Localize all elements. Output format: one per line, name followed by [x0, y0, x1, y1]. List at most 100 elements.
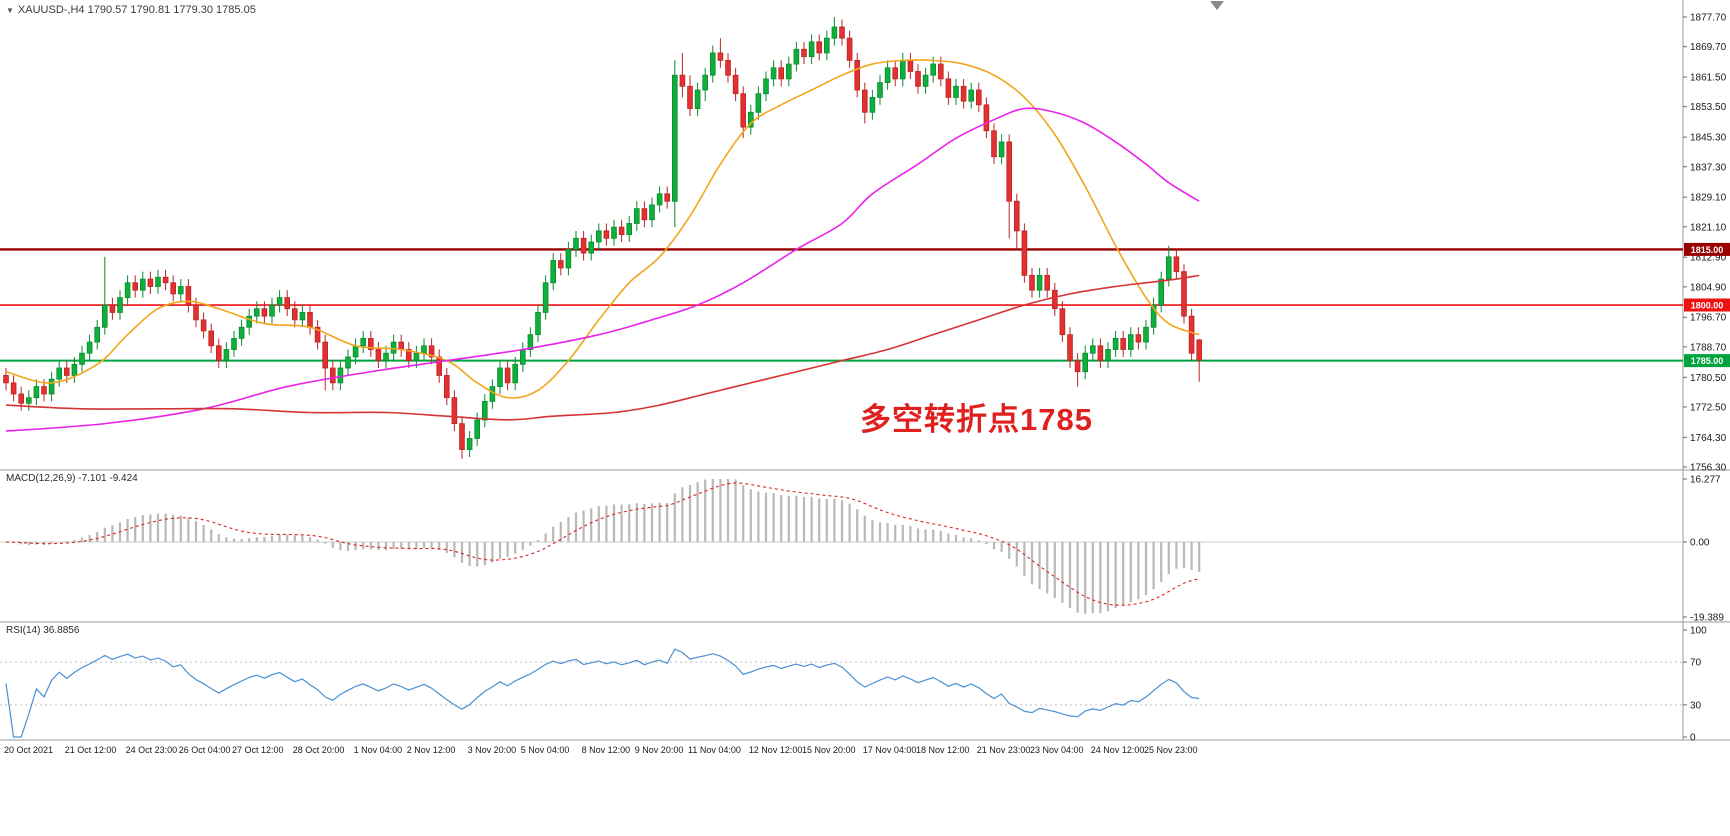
- candle-body: [1090, 345, 1096, 354]
- candle-body: [968, 89, 974, 102]
- time-axis-label: 20 Oct 2021: [4, 745, 53, 755]
- candle-body: [64, 367, 70, 376]
- candle-body: [497, 367, 503, 387]
- price-tick-label: 1756.30: [1690, 463, 1727, 474]
- candle-body: [535, 312, 541, 336]
- ma-mid-magenta: [5, 107, 1200, 432]
- time-axis-label: 17 Nov 04:00: [863, 745, 917, 755]
- macd-indicator-label: MACD(12,26,9) -7.101 -9.424: [6, 473, 138, 484]
- time-axis-label: 15 Nov 20:00: [802, 745, 856, 755]
- candle-body: [79, 352, 85, 365]
- price-badge-label: 1800.00: [1691, 301, 1724, 311]
- chart-annotation-text: 多空转折点1785: [860, 402, 1093, 437]
- chart-shift-marker-icon[interactable]: [1210, 1, 1224, 10]
- candle-body: [1036, 274, 1043, 291]
- time-axis-label: 21 Oct 12:00: [65, 745, 117, 755]
- time-axis-label: 5 Nov 04:00: [521, 745, 570, 755]
- candle-body: [976, 89, 982, 106]
- rsi-line: [5, 648, 1200, 738]
- rsi-tick-label: 0: [1690, 733, 1696, 744]
- candle-body: [329, 367, 336, 384]
- rsi-tick-label: 100: [1690, 626, 1707, 637]
- candle-body: [1014, 200, 1020, 232]
- candle-body: [793, 48, 800, 65]
- candle-body: [1196, 339, 1203, 361]
- candle-body: [170, 282, 177, 295]
- candle-body: [147, 278, 154, 287]
- time-axis-label: 11 Nov 04:00: [688, 745, 741, 755]
- macd-tick-label: -19.389: [1690, 613, 1724, 624]
- candle-body: [215, 345, 222, 362]
- rsi-tick-label: 70: [1690, 658, 1702, 669]
- candle-body: [565, 249, 572, 269]
- price-tick-label: 1821.10: [1690, 222, 1727, 233]
- candle-body: [527, 334, 534, 350]
- candle-body: [710, 52, 716, 76]
- candle-body: [413, 352, 420, 362]
- candle-body: [33, 386, 40, 399]
- candle-body: [337, 367, 344, 384]
- candle-body: [907, 59, 914, 72]
- candle-body: [778, 67, 784, 80]
- candle-body: [1029, 274, 1035, 291]
- candle-body: [702, 74, 708, 91]
- price-badge-label: 1815.00: [1691, 245, 1724, 255]
- candle-body: [816, 41, 822, 54]
- candle-body: [900, 59, 906, 80]
- candle-body: [314, 326, 321, 343]
- candle-body: [398, 341, 404, 350]
- candle-body: [725, 59, 731, 76]
- candle-body: [580, 237, 587, 254]
- price-tick-label: 1804.90: [1690, 282, 1727, 293]
- candle-body: [915, 71, 921, 87]
- candle-body: [459, 423, 465, 450]
- candle-body: [717, 52, 724, 61]
- candle-body: [884, 67, 891, 84]
- candle-body: [998, 141, 1005, 158]
- candle-body: [953, 85, 959, 98]
- candle-body: [352, 345, 359, 358]
- time-axis-label: 2 Nov 12:00: [407, 745, 456, 755]
- candle-body: [1173, 256, 1180, 273]
- time-axis-label: 21 Nov 23:00: [977, 745, 1031, 755]
- candle-body: [322, 341, 328, 369]
- candle-body: [626, 223, 632, 235]
- symbol-marker-icon: ▼: [6, 6, 14, 15]
- candle-body: [3, 375, 9, 384]
- candle-body: [246, 315, 253, 328]
- candle-body: [25, 397, 32, 404]
- candle-body: [512, 363, 518, 384]
- candle-body: [801, 48, 807, 58]
- candle-body: [155, 276, 161, 287]
- candle-body: [481, 400, 488, 421]
- candle-body: [1059, 308, 1066, 336]
- candle-body: [664, 193, 670, 202]
- candle-body: [185, 286, 192, 306]
- candle-body: [520, 349, 526, 365]
- time-axis-label: 24 Oct 23:00: [126, 745, 178, 755]
- candle-body: [291, 308, 298, 321]
- candle-body: [276, 297, 283, 306]
- candle-body: [269, 304, 275, 317]
- ma-slow-red: [5, 274, 1200, 421]
- price-tick-label: 1861.50: [1690, 73, 1727, 84]
- candle-body: [877, 82, 883, 98]
- candle-body: [443, 375, 450, 399]
- candle-body: [679, 74, 686, 87]
- candle-body: [1143, 326, 1149, 343]
- candle-body: [656, 193, 663, 206]
- candle-body: [618, 226, 625, 235]
- rsi-tick-label: 30: [1690, 700, 1702, 711]
- candle-body: [162, 276, 169, 284]
- candle-body: [596, 230, 602, 243]
- candle-body: [1128, 334, 1134, 350]
- time-axis-label: 28 Oct 20:00: [293, 745, 345, 755]
- candle-body: [428, 345, 435, 358]
- candle-body: [109, 304, 116, 313]
- candle-body: [1105, 349, 1111, 362]
- candle-body: [573, 237, 579, 250]
- macd-tick-label: 0.00: [1690, 537, 1710, 548]
- candle-body: [1021, 230, 1028, 276]
